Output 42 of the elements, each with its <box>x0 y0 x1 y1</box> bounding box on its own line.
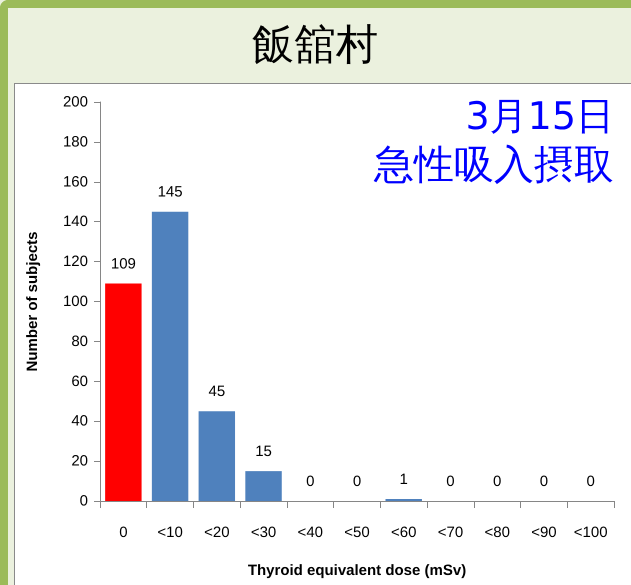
annotation: 急性吸入摂取 <box>373 142 614 188</box>
data-label: 145 <box>158 184 183 201</box>
data-label: 0 <box>586 473 595 490</box>
y-tick-label: 140 <box>62 213 88 230</box>
data-label: 45 <box>208 383 226 400</box>
bar <box>198 411 236 501</box>
y-tick-label: 20 <box>71 452 88 470</box>
y-tick-label: 0 <box>80 492 88 510</box>
y-tick-label: 100 <box>62 293 88 310</box>
x-tick-label: <90 <box>531 524 557 541</box>
y-tick-label: 40 <box>71 412 88 430</box>
x-tick-label: 0 <box>119 524 128 541</box>
x-tick-label: <70 <box>438 524 464 541</box>
data-label: 109 <box>110 256 136 273</box>
x-axis-title: Thyroid equivalent dose (mSv) <box>248 562 466 579</box>
data-label: 15 <box>255 443 272 460</box>
data-label: 0 <box>493 473 502 490</box>
x-tick-label: <60 <box>391 524 416 541</box>
y-tick-label: 160 <box>62 173 88 190</box>
chart-title: 飯舘村 <box>252 20 378 68</box>
x-tick-label: <100 <box>574 524 608 541</box>
y-tick-label: 60 <box>71 372 88 390</box>
data-label: 0 <box>306 473 314 490</box>
x-tick-label: <50 <box>344 524 370 541</box>
bar <box>245 471 282 501</box>
y-axis-title: Number of subjects <box>24 231 41 372</box>
y-tick-label: 180 <box>62 133 88 150</box>
data-label: 0 <box>446 473 455 490</box>
x-tick-label: <80 <box>484 524 510 541</box>
data-label: 0 <box>352 473 362 490</box>
x-tick-label: <30 <box>250 524 276 541</box>
x-tick-label: <20 <box>204 524 230 541</box>
annotation: 3月15日 <box>465 94 614 138</box>
y-tick-label: 80 <box>71 332 88 350</box>
data-label: 1 <box>400 471 408 488</box>
y-tick-label: 200 <box>62 94 88 110</box>
bar <box>105 284 142 501</box>
x-tick-label: <10 <box>157 524 183 541</box>
data-label: 0 <box>540 473 548 490</box>
y-tick-label: 120 <box>62 253 88 270</box>
bar <box>152 212 188 501</box>
x-tick-label: <40 <box>298 524 323 541</box>
